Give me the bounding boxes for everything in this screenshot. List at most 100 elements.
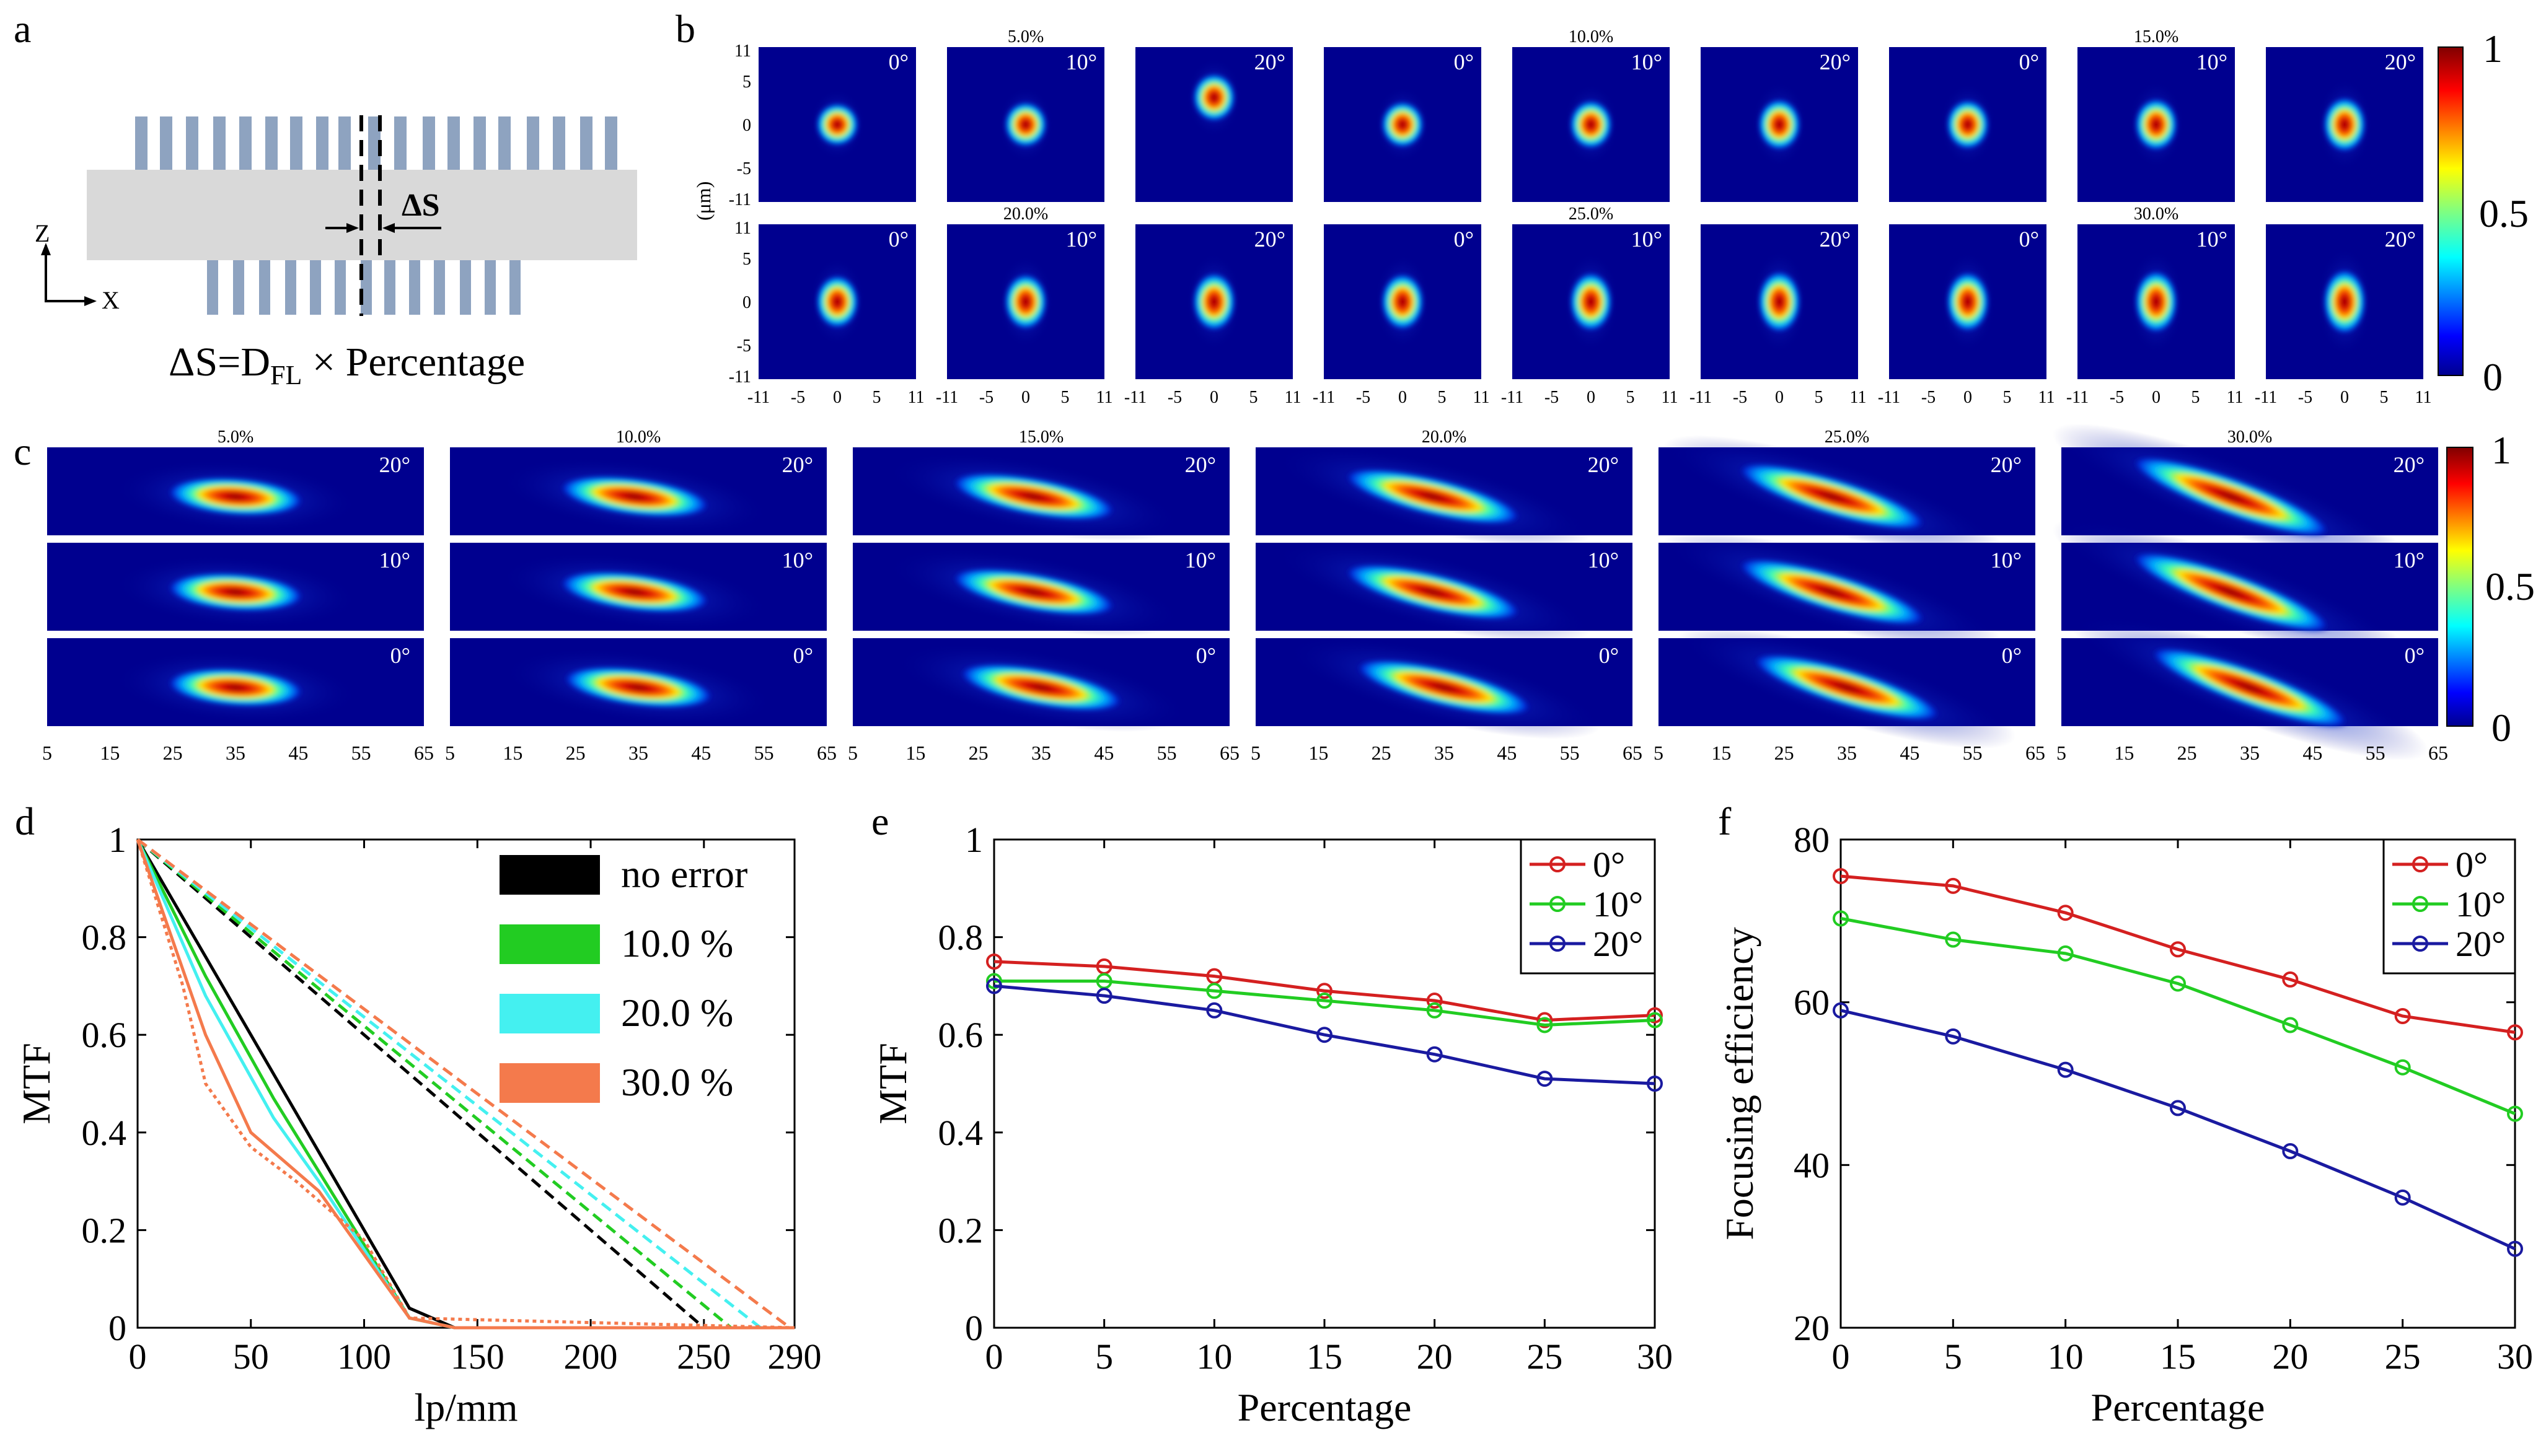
x-tick-label: 25: [1372, 742, 1391, 764]
x-tick-label: 0: [985, 1336, 1003, 1377]
x-tick-label: 35: [1837, 742, 1857, 764]
beam-group: [886, 452, 1181, 542]
data-point: [1316, 993, 1332, 1009]
focal-spot: [1193, 74, 1235, 121]
angle-label: 0°: [390, 643, 410, 668]
angle-label: 0°: [2002, 643, 2022, 668]
grating-ridge: [460, 260, 471, 315]
angle-label: 10°: [2394, 548, 2425, 572]
x-tick-label: 55: [2366, 742, 2385, 764]
beam-focus: [1753, 654, 1941, 721]
percent-label: 15.0%: [1019, 428, 1064, 447]
x-tick-label: 290: [768, 1336, 822, 1377]
beam-group: [113, 555, 358, 629]
x-tick-label: 65: [2025, 742, 2045, 764]
legend-label: 20°: [2456, 924, 2506, 964]
profile-map: 20°: [1256, 444, 1632, 549]
y-tick-label: 0: [742, 293, 751, 312]
focal-spot: [2324, 97, 2366, 152]
angle-label: 0°: [1454, 227, 1474, 252]
x-tick-label: 55: [1157, 742, 1177, 764]
x-tick-label: 30: [2497, 1336, 2533, 1377]
x-tick-label: 5: [2003, 388, 2012, 407]
y-tick-label: 5: [742, 72, 751, 92]
spot-map: 10° 30.0%: [2077, 204, 2235, 379]
grating-ridge: [285, 260, 296, 315]
data-point: [2282, 1017, 2299, 1033]
grating-ridge: [310, 260, 321, 315]
grating-ridge: [474, 116, 486, 170]
profile-map: 10°: [1658, 530, 2035, 654]
angle-label: 0°: [2019, 227, 2039, 252]
grating-ridge: [527, 116, 539, 170]
beam-group: [113, 651, 358, 725]
x-tick-label: 5: [2191, 388, 2200, 407]
beam-group: [2071, 614, 2428, 761]
beam-group: [1662, 530, 2001, 654]
x-tick-label: 65: [414, 742, 434, 764]
profile-map: 10°: [2052, 519, 2438, 665]
x-tick-label: 0: [1963, 388, 1972, 407]
panel-a-schematic: a ΔS Z X ΔS=DFL × Percentage: [14, 7, 637, 390]
x-tick-label: 11: [1662, 388, 1678, 407]
profile-map: 0°: [450, 638, 827, 727]
y-tick-label: 0: [108, 1308, 126, 1348]
x-tick-label: 5: [1095, 1336, 1113, 1377]
data-point: [1945, 931, 1962, 948]
data-point: [2057, 1061, 2074, 1078]
data-point: [2507, 1105, 2523, 1122]
x-tick-label: -11: [2255, 388, 2277, 407]
grating-ridge: [384, 260, 395, 315]
panel-label: e: [871, 799, 889, 843]
x-tick-label: -5: [1356, 388, 1370, 407]
legend-label: no error: [621, 852, 747, 896]
x-tick-label: 11: [2227, 388, 2244, 407]
angle-label: 10°: [1991, 548, 2022, 572]
y-axis-label: MTF: [871, 1043, 915, 1125]
angle-label: 0°: [1599, 643, 1619, 668]
x-tick-label: -11: [936, 388, 958, 407]
beam-group: [886, 547, 1181, 637]
grating-ridge: [498, 116, 511, 170]
legend-swatch: [500, 1063, 600, 1103]
chart-e-mtf-vs-percentage: e 0 5 10 15 20 25 30 0 0.2 0.4 0.6 0.8 1 Percentage MTF…: [871, 799, 1673, 1429]
panel-c-label: c: [14, 429, 31, 473]
beam-group: [499, 457, 770, 537]
y-tick-label: 1: [108, 820, 126, 860]
y-tick-label: 60: [1794, 983, 1830, 1023]
data-point: [2170, 941, 2186, 958]
percent-label: 30.0%: [2227, 428, 2272, 447]
angle-label: 20°: [1254, 227, 1285, 252]
data-point: [1647, 1012, 1663, 1028]
legend-label: 20.0 %: [621, 991, 733, 1035]
grating-ridge: [186, 116, 198, 170]
legend-marker: [1549, 896, 1566, 912]
panel-label: d: [15, 799, 35, 843]
legend-marker: [1549, 856, 1566, 872]
legend-swatch: [500, 924, 600, 964]
legend-swatch: [500, 994, 600, 1033]
x-tick-label: 50: [233, 1336, 269, 1377]
angle-label: 10°: [1631, 227, 1662, 252]
legend-box: [2382, 838, 2516, 975]
profile-map: 20°: [1658, 435, 2035, 558]
focal-spot: [2324, 270, 2366, 334]
panel-label: f: [1718, 799, 1732, 843]
series-line: [136, 838, 733, 1329]
x-tick-label: 5: [1654, 742, 1663, 764]
data-point: [2394, 1007, 2411, 1024]
angle-label: 20°: [2385, 227, 2416, 252]
spot-map: 0°: [1324, 224, 1481, 379]
data-point: [1316, 1027, 1332, 1043]
grating-ridge: [335, 260, 346, 315]
legend-box: [1520, 838, 1656, 975]
grating-ridge: [160, 116, 172, 170]
focal-spot: [816, 103, 858, 146]
formula-right: × Percentage: [302, 340, 525, 385]
y-tick-label: 80: [1794, 820, 1830, 860]
y-tick-label: 0.8: [938, 918, 984, 958]
x-tick-label: 11: [1850, 388, 1867, 407]
data-point: [2057, 905, 2074, 921]
x-tick-label: 55: [754, 742, 774, 764]
